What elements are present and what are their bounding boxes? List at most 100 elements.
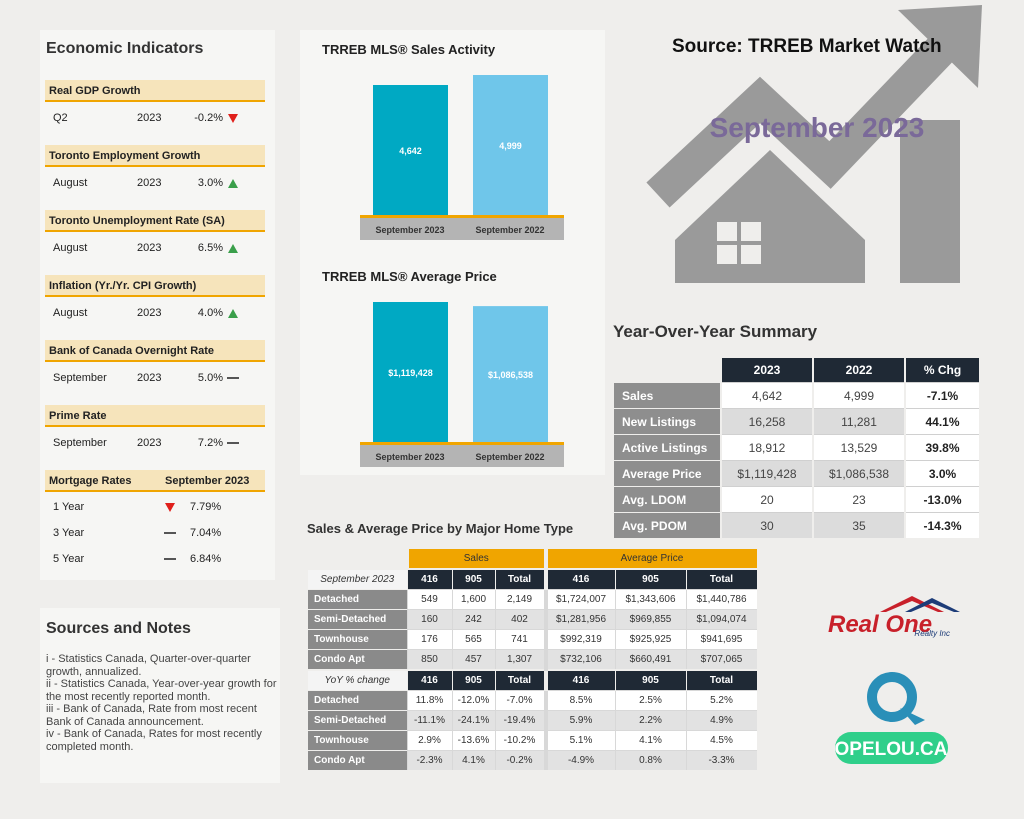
- cell: 4.9%: [685, 710, 757, 731]
- site-name: OPELOU.CA: [835, 739, 948, 760]
- cell: $992,319: [543, 629, 615, 650]
- brokerage-logo: Real One Realty Inc: [828, 596, 960, 638]
- cell: -2.3%: [406, 750, 452, 770]
- growth-arrow: [646, 28, 963, 208]
- indicator-year: 2023: [137, 112, 162, 124]
- panel-title: Economic Indicators: [46, 40, 204, 57]
- yoy-table: 2023 2022% Chg Sales 4,642 4,999 -7.1% New Lis…: [614, 358, 979, 538]
- column-header: 416: [406, 568, 452, 590]
- data-row: Condo Apt 850 457 1,307 $732,106 $660,491 $707…: [308, 649, 757, 670]
- mortgage-period: September 2023: [165, 475, 250, 487]
- mortgage-rate: 7.04%: [190, 527, 222, 539]
- indicator-header: Toronto Unemployment Rate (SA): [45, 210, 265, 232]
- trend-icon: [227, 377, 239, 379]
- data-row: Condo Apt -2.3% 4.1% -0.2% -4.9% 0.8% -3.3%: [308, 750, 757, 770]
- cell: $941,695: [685, 629, 757, 650]
- indicator-year: 2023: [137, 177, 162, 189]
- cell: 16,258: [720, 408, 813, 435]
- column-header: Total: [494, 568, 546, 590]
- sources-title: Sources and Notes: [46, 620, 191, 637]
- growth-bar: [900, 120, 960, 283]
- cell: 5.1%: [543, 730, 615, 751]
- trend-icon: [228, 179, 238, 188]
- row-label: Townhouse: [308, 629, 407, 650]
- indicator-year: 2023: [137, 242, 162, 254]
- indicator-period: September: [53, 372, 107, 384]
- column-header: 905: [614, 568, 686, 590]
- trend-icon: [227, 442, 239, 444]
- cell: $1,724,007: [543, 589, 615, 610]
- cell: -12.0%: [451, 690, 495, 711]
- cell: 4.1%: [614, 730, 686, 751]
- row-label: Condo Apt: [308, 649, 407, 670]
- axis-line: [360, 215, 564, 218]
- trend-up: [228, 244, 238, 253]
- value-label: 4,642: [399, 146, 422, 156]
- note: i - Statistics Canada, Quarter-over-quar…: [46, 653, 251, 678]
- site-pill: [835, 732, 948, 764]
- cell: 13,529: [812, 434, 905, 461]
- header-row: 2023 2022% Chg: [614, 358, 979, 383]
- indicator-value: 5.0%: [197, 372, 223, 384]
- indicator-header: Real GDP Growth: [45, 80, 265, 102]
- data-row: Active Listings 18,912 13,529 39.8%: [614, 434, 979, 461]
- bar: [373, 302, 448, 442]
- column-header: Total: [685, 568, 757, 590]
- column-header: 416: [543, 669, 615, 691]
- row-label: Average Price: [614, 460, 721, 487]
- row-label: Avg. LDOM: [614, 486, 721, 513]
- column-header: Total: [685, 669, 757, 691]
- cell: $732,106: [543, 649, 615, 670]
- cell: 4,642: [720, 382, 813, 409]
- trend-flat: [227, 442, 239, 444]
- cell: $660,491: [614, 649, 686, 670]
- cell: $1,094,074: [685, 609, 757, 630]
- trend-icon: [228, 244, 238, 253]
- brokerage-name: Real One: [828, 611, 932, 638]
- window: [717, 245, 737, 264]
- logo-q-tail: [900, 708, 925, 725]
- category-label: September 2023: [375, 225, 444, 235]
- row-label: Semi-Detached: [308, 609, 407, 630]
- row-label: Condo Apt: [308, 750, 407, 770]
- mortgage-title: Mortgage Rates: [49, 475, 132, 487]
- data-row: New Listings 16,258 11,281 44.1%: [614, 408, 979, 435]
- category-label: September 2022: [475, 452, 544, 462]
- cell: 30: [720, 512, 813, 538]
- indicator-period: August: [53, 177, 88, 189]
- cell: -24.1%: [451, 710, 495, 731]
- data-row: Detached 549 1,600 2,149 $1,724,007 $1,343,60…: [308, 589, 757, 610]
- cell: 5.9%: [543, 710, 615, 731]
- data-row: Avg. LDOM 20 23 -13.0%: [614, 486, 979, 513]
- arrow-head: [898, 5, 982, 88]
- data-row: Townhouse 176 565 741 $992,319 $925,925 $941,6…: [308, 629, 757, 650]
- cell: 2.5%: [614, 690, 686, 711]
- note: ii - Statistics Canada, Year-over-year g…: [46, 678, 277, 703]
- section-header: September 2023 416 905 Total 416 905 Total: [308, 568, 757, 590]
- chart-title: TRREB MLS® Sales Activity: [322, 42, 496, 57]
- section-header: YoY % change 416 905 Total 416 905 Total: [308, 669, 757, 691]
- trend-icon: [164, 532, 176, 534]
- group-row: Sales Average Price: [308, 549, 757, 569]
- cell: 565: [451, 629, 495, 650]
- cell: -3.3%: [685, 750, 757, 770]
- value-label: $1,086,538: [488, 370, 533, 380]
- row-label: Townhouse: [308, 730, 407, 751]
- cell: 39.8%: [904, 434, 979, 461]
- cell: -14.3%: [904, 512, 979, 538]
- cell: 11,281: [812, 408, 905, 435]
- indicator-value: -0.2%: [194, 112, 223, 124]
- mortgage-term: 3 Year: [53, 527, 85, 539]
- trend-icon: [228, 114, 238, 123]
- cell: 4.1%: [451, 750, 495, 770]
- bar: [373, 84, 448, 215]
- economic-panel: Economic Indicators Real GDP Growth Q2 202…: [40, 30, 275, 580]
- cell: -7.1%: [904, 382, 979, 409]
- cell: 1,307: [494, 649, 546, 670]
- mortgage-term: 5 Year: [53, 553, 85, 565]
- category-label: September 2022: [475, 225, 544, 235]
- indicator-value: 7.2%: [197, 437, 223, 449]
- mortgage-rate: 6.84%: [190, 553, 222, 565]
- cell: 23: [812, 486, 905, 513]
